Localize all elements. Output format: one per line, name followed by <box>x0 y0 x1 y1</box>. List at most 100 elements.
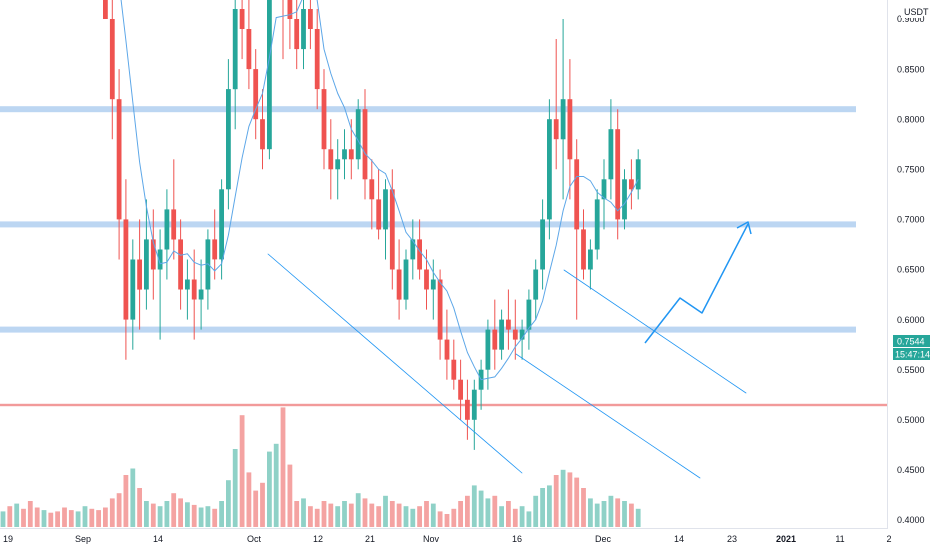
candle <box>492 299 498 370</box>
candle <box>178 219 183 310</box>
channel-lower-line[interactable] <box>515 353 701 479</box>
volume-bar <box>451 508 457 527</box>
time-tick-label: Nov <box>423 534 440 544</box>
candle-body <box>376 199 382 230</box>
volume-bar <box>574 477 580 527</box>
volume-bar <box>348 503 354 527</box>
countdown-value: 15:47:14 <box>895 350 930 360</box>
volume-bar <box>185 502 190 527</box>
projection-path[interactable] <box>644 223 749 344</box>
volume-bar <box>164 501 170 527</box>
candle-body <box>519 329 525 340</box>
support-zone[interactable] <box>0 326 856 333</box>
volume-bar <box>478 490 484 527</box>
volume-bar <box>526 511 532 527</box>
volume-bar <box>55 511 60 527</box>
candle <box>287 0 293 50</box>
candle <box>103 0 108 19</box>
volume-bar <box>239 415 245 527</box>
candle <box>369 159 375 230</box>
candle <box>212 209 218 280</box>
volume-bar <box>130 468 136 527</box>
candle-body <box>164 209 170 250</box>
volume-bar <box>96 510 101 527</box>
last-price-value: 0.7544 <box>897 337 925 347</box>
candle <box>437 269 443 360</box>
volume-bar <box>75 511 81 527</box>
red-horizontal-level[interactable] <box>0 403 888 407</box>
candle <box>253 49 259 140</box>
candle <box>150 209 156 300</box>
time-tick-label: 12 <box>313 534 323 544</box>
time-tick-label: 11 <box>835 534 844 544</box>
candle-body <box>581 229 586 270</box>
candle <box>458 359 463 420</box>
candle-body <box>403 259 409 300</box>
candle-body <box>588 249 593 270</box>
candle <box>239 0 245 60</box>
candle <box>260 89 265 170</box>
candle-body <box>553 119 559 140</box>
time-tick-label: Oct <box>247 534 262 544</box>
volume-bar <box>369 503 375 527</box>
candle-body <box>458 379 463 400</box>
candle-body <box>116 99 122 220</box>
candle-body <box>178 239 183 290</box>
ma-line[interactable] <box>24 0 639 381</box>
candle <box>314 9 320 110</box>
time-tick-label: Dec <box>595 534 612 544</box>
volume-bar <box>41 510 47 527</box>
candle <box>540 199 545 290</box>
candle-body <box>123 219 129 320</box>
candle <box>171 159 177 260</box>
candle-body <box>150 239 156 270</box>
candle-body <box>342 149 347 160</box>
descending-trendline[interactable] <box>267 253 523 474</box>
volume-bar <box>355 493 361 527</box>
candle <box>396 239 402 320</box>
candle <box>622 169 627 230</box>
volume-bar <box>335 506 341 527</box>
volume-bar <box>48 512 54 527</box>
volume-bar <box>492 495 498 527</box>
last-price-tag-box <box>893 335 930 347</box>
volume-bar <box>14 503 20 527</box>
candle <box>417 219 422 280</box>
volume-bar <box>0 511 6 527</box>
candle <box>301 0 306 70</box>
trendline-drawings <box>267 221 752 479</box>
volume-bar <box>123 475 129 527</box>
volume-bar <box>89 508 95 527</box>
candle-body <box>355 109 361 160</box>
candle-body <box>383 189 388 230</box>
support-resistance-zones <box>0 106 888 407</box>
candle <box>526 289 532 350</box>
volume-bar <box>417 506 422 527</box>
candle <box>185 259 190 320</box>
volume-bar <box>34 507 40 527</box>
countdown-tag-box <box>893 348 930 360</box>
candle-body <box>212 239 218 260</box>
volume-bar <box>499 506 504 527</box>
candle <box>615 109 621 240</box>
support-zone[interactable] <box>0 106 856 113</box>
candle-body <box>267 0 272 150</box>
price-axis[interactable]: 0.4000 0.4500 0.5000 0.5500 0.6000 0.6500 0.70… <box>897 0 925 525</box>
channel-upper-line[interactable] <box>563 269 747 394</box>
volume-bar <box>471 485 477 527</box>
volume-bar <box>273 443 279 527</box>
candle <box>321 69 327 170</box>
candle <box>430 259 436 320</box>
candle-body <box>635 159 641 190</box>
volume-bar <box>321 501 327 527</box>
candle <box>403 249 409 310</box>
time-axis[interactable]: 19 Sep 14 Oct 12 21 Nov 16 Dec 14 23 2021 11 2 <box>3 534 892 544</box>
time-tick-label: 21 <box>365 534 375 544</box>
volume-bar <box>144 501 149 527</box>
volume-bar <box>533 495 539 527</box>
support-zone[interactable] <box>0 221 856 228</box>
candle-body <box>103 0 108 19</box>
volume-bars <box>0 407 641 527</box>
